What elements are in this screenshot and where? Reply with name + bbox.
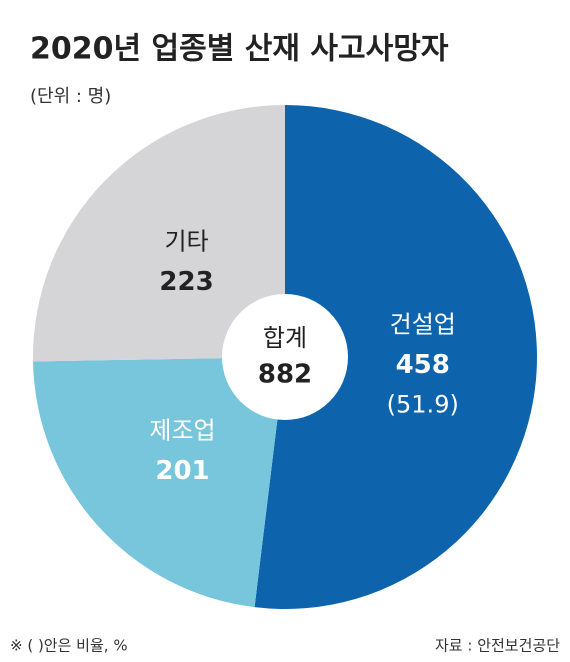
pie-slice <box>33 357 285 608</box>
slice-value: 201 <box>155 456 209 486</box>
slice-label: 기타 <box>164 227 208 255</box>
chart-subtitle: (단위 : 명) <box>30 86 111 107</box>
source: 자료 : 안전보건공단 <box>435 637 560 655</box>
total-value: 882 <box>258 360 312 390</box>
pie-slice <box>254 105 538 609</box>
slice-label: 건설업 <box>390 310 456 338</box>
slice-share: (51.9) <box>387 390 459 418</box>
slice-value: 458 <box>396 350 450 380</box>
total-label: 합계 <box>263 324 307 352</box>
pie-slice <box>33 105 285 362</box>
center-hole <box>222 294 348 420</box>
footnote: ※ ( )안은 비율, % <box>10 637 128 655</box>
slice-label: 제조업 <box>149 416 215 444</box>
chart-title: 2020년 업종별 산재 사고사망자 <box>30 32 449 67</box>
slice-value: 223 <box>159 267 213 297</box>
